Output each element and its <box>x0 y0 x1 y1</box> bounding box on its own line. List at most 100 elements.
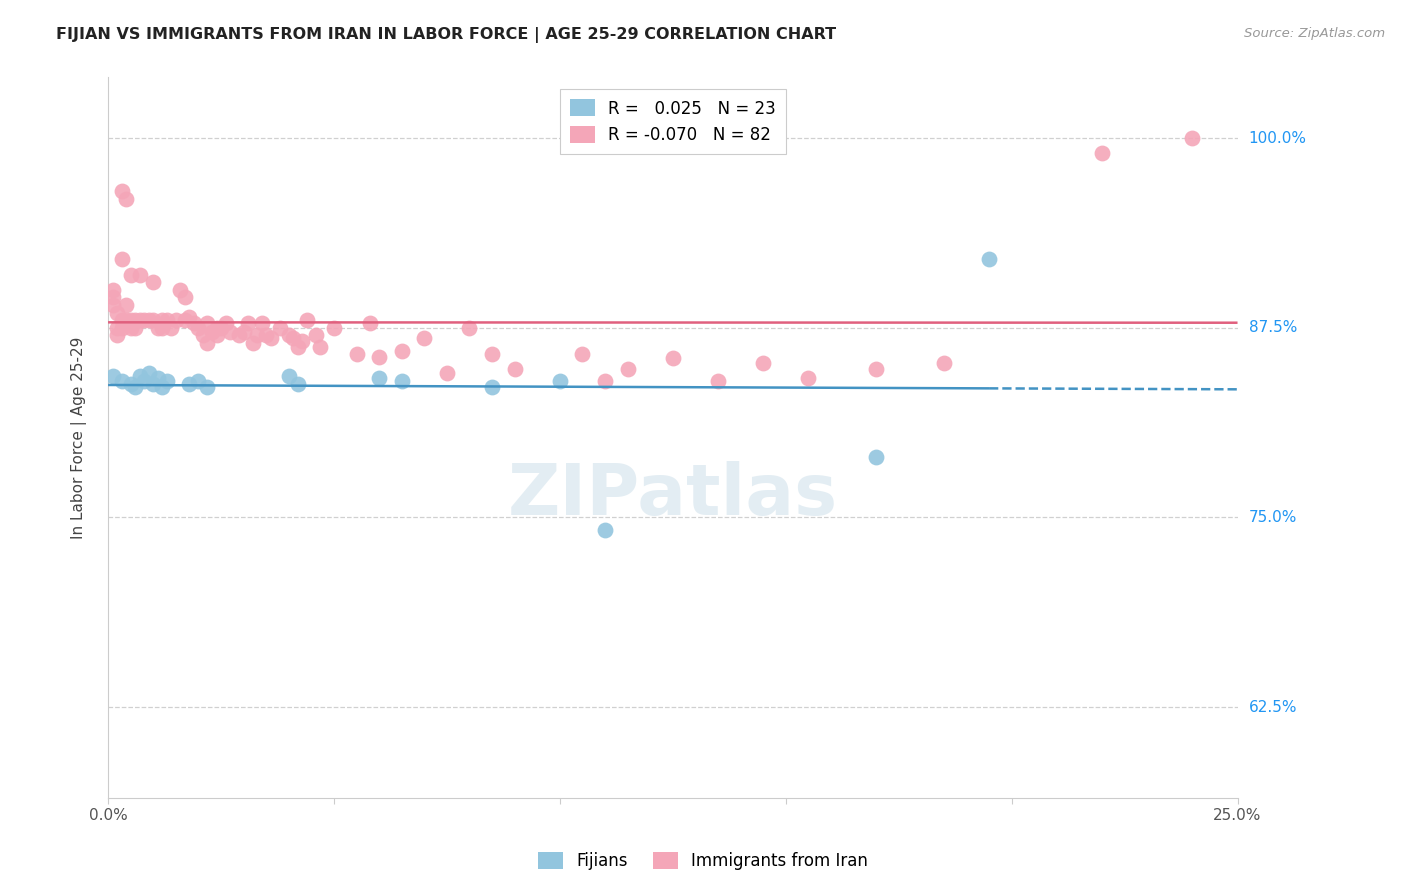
Point <box>150 313 173 327</box>
Point <box>1181 131 1204 145</box>
Point <box>197 316 219 330</box>
Point <box>124 320 146 334</box>
Point <box>458 320 481 334</box>
Point <box>105 320 128 334</box>
Point <box>209 320 232 334</box>
Point <box>191 328 214 343</box>
Point <box>105 305 128 319</box>
Point <box>287 341 309 355</box>
Point <box>124 313 146 327</box>
Point <box>165 313 187 327</box>
Point <box>232 326 254 340</box>
Point <box>120 320 142 334</box>
Point <box>115 298 138 312</box>
Text: 62.5%: 62.5% <box>1249 699 1298 714</box>
Point <box>173 313 195 327</box>
Point <box>146 371 169 385</box>
Point <box>865 450 887 464</box>
Point <box>173 290 195 304</box>
Point <box>391 343 413 358</box>
Point <box>142 376 165 391</box>
Point <box>305 328 328 343</box>
Point <box>571 346 593 360</box>
Point <box>101 290 124 304</box>
Point <box>101 283 124 297</box>
Point <box>616 361 638 376</box>
Point <box>169 283 191 297</box>
Point <box>101 298 124 312</box>
Point <box>368 371 391 385</box>
Text: 100.0%: 100.0% <box>1249 130 1306 145</box>
Text: FIJIAN VS IMMIGRANTS FROM IRAN IN LABOR FORCE | AGE 25-29 CORRELATION CHART: FIJIAN VS IMMIGRANTS FROM IRAN IN LABOR … <box>56 27 837 43</box>
Point <box>128 268 150 282</box>
Point <box>413 331 436 345</box>
Point <box>346 346 368 360</box>
Y-axis label: In Labor Force | Age 25-29: In Labor Force | Age 25-29 <box>72 336 87 539</box>
Point <box>187 320 209 334</box>
Point <box>219 326 242 340</box>
Point <box>150 320 173 334</box>
Point <box>1091 146 1114 161</box>
Point <box>197 380 219 394</box>
Point <box>481 346 503 360</box>
Point <box>111 374 134 388</box>
Point <box>250 316 273 330</box>
Point <box>436 366 458 380</box>
Point <box>236 316 259 330</box>
Point <box>115 192 138 206</box>
Point <box>752 356 775 370</box>
Point <box>150 380 173 394</box>
Legend: R =   0.025   N = 23, R = -0.070   N = 82: R = 0.025 N = 23, R = -0.070 N = 82 <box>560 89 786 154</box>
Point <box>287 376 309 391</box>
Point <box>254 328 277 343</box>
Point <box>120 268 142 282</box>
Point <box>120 313 142 327</box>
Point <box>142 275 165 289</box>
Point <box>503 361 526 376</box>
Point <box>481 380 503 394</box>
Text: Source: ZipAtlas.com: Source: ZipAtlas.com <box>1244 27 1385 40</box>
Point <box>111 320 134 334</box>
Point <box>120 376 142 391</box>
Point <box>179 310 201 325</box>
Point <box>977 252 1000 267</box>
Point <box>111 252 134 267</box>
Point <box>160 320 183 334</box>
Point <box>201 326 224 340</box>
Legend: Fijians, Immigrants from Iran: Fijians, Immigrants from Iran <box>531 845 875 877</box>
Point <box>277 369 299 384</box>
Point <box>291 334 314 349</box>
Point <box>295 313 318 327</box>
Point <box>187 374 209 388</box>
Point <box>797 371 820 385</box>
Point <box>205 320 228 334</box>
Point <box>183 316 205 330</box>
Point <box>662 351 685 365</box>
Point <box>197 335 219 350</box>
Point <box>242 335 264 350</box>
Point <box>205 328 228 343</box>
Text: 87.5%: 87.5% <box>1249 320 1296 335</box>
Point <box>111 313 134 327</box>
Point <box>283 331 305 345</box>
Point <box>269 320 291 334</box>
Point <box>142 313 165 327</box>
Point <box>101 369 124 384</box>
Point <box>309 341 332 355</box>
Point <box>156 374 179 388</box>
Point <box>323 320 346 334</box>
Point <box>128 313 150 327</box>
Point <box>548 374 571 388</box>
Point <box>111 184 134 198</box>
Point <box>228 328 250 343</box>
Point <box>138 366 160 380</box>
Point <box>932 356 955 370</box>
Point <box>156 313 179 327</box>
Text: 75.0%: 75.0% <box>1249 510 1296 524</box>
Point <box>593 523 616 537</box>
Point <box>593 374 616 388</box>
Point <box>277 328 299 343</box>
Point <box>368 350 391 364</box>
Text: ZIPatlas: ZIPatlas <box>508 461 838 530</box>
Point <box>128 369 150 384</box>
